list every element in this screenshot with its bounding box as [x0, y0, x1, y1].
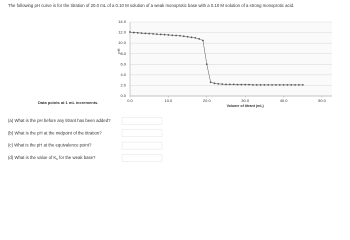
y-tick-label: 6.0: [120, 61, 126, 66]
x-tick-label: 50.0: [318, 98, 327, 103]
question: (b) What is the pH at the midpoint of th…: [8, 130, 102, 135]
data-point: [186, 35, 189, 38]
y-tick-label: 0.0: [120, 93, 126, 98]
data-point: [171, 34, 174, 37]
data-point: [271, 84, 273, 86]
x-tick-label: 20.0: [203, 98, 212, 103]
answer-input[interactable]: [121, 141, 163, 150]
y-tick-label: 10.0: [118, 40, 127, 45]
data-point: [267, 84, 270, 86]
data-point: [159, 33, 162, 36]
plot-area: [130, 22, 332, 96]
data-point: [144, 32, 147, 35]
y-tick-label: 8.0: [120, 51, 126, 56]
chart: 0.0 2.0 4.0 6.0 8.0 10.0 12.0 14.0 0.0 10.0 20.0 30…: [116, 19, 332, 108]
subscript: b: [56, 157, 58, 161]
y-tick-label: 4.0: [120, 72, 126, 77]
data-point: [259, 84, 262, 86]
question: (d) What is the value of Kb for the weak…: [8, 155, 96, 161]
y-tick-label: 14.0: [118, 19, 127, 24]
data-point: [140, 32, 143, 34]
titration-curve: [129, 31, 303, 86]
question: (c) What is the pH at the equivalence po…: [8, 143, 92, 148]
data-point: [175, 34, 177, 37]
data-point: [236, 83, 239, 86]
data-point: [182, 35, 185, 38]
data-point: [278, 84, 281, 86]
question: (a) What is the pH before any titrant ha…: [8, 118, 111, 123]
data-point: [217, 82, 220, 85]
data-point: [155, 33, 158, 36]
data-point: [148, 32, 151, 35]
data-point: [194, 36, 197, 39]
page: {"intro": "The following pH curve is for…: [8, 3, 332, 162]
data-point: [202, 39, 204, 42]
data-point: [251, 84, 254, 86]
data-point: [163, 33, 166, 36]
x-tick-label: 30.0: [241, 98, 250, 103]
answer-input[interactable]: [121, 154, 163, 162]
data-point: [286, 84, 289, 86]
question-text: (b) What is the pH at the midpoint of th…: [8, 130, 102, 135]
question-text: (d) What is the value of K: [8, 155, 56, 160]
data-note: Data points at 1 mL increments.: [38, 100, 98, 105]
data-point: [179, 34, 181, 37]
data-point: [298, 84, 300, 86]
data-point: [248, 83, 250, 86]
answer-input[interactable]: [121, 117, 163, 125]
x-axis-label: Volume of titrant (mL): [227, 104, 265, 108]
data-point: [228, 83, 231, 86]
data-point: [198, 38, 201, 40]
y-tick-label: 12.0: [118, 30, 127, 35]
questions: (a) What is the pH before any titrant ha…: [8, 117, 163, 162]
x-tick-label: 40.0: [280, 98, 289, 103]
question-text: (a) What is the pH before any titrant ha…: [8, 118, 111, 123]
data-point: [152, 32, 154, 35]
y-tick-label: 2.0: [120, 82, 126, 87]
data-point: [132, 31, 135, 34]
x-tick-label: 0.0: [127, 98, 133, 103]
data-point: [263, 84, 266, 86]
question-tail: for the weak base?: [58, 155, 96, 160]
data-point: [275, 84, 277, 86]
data-point: [221, 83, 224, 86]
data-point: [290, 84, 293, 86]
data-point: [294, 84, 297, 86]
data-point: [255, 84, 258, 86]
screenshot: The following pH curve is for the titrat…: [8, 3, 332, 162]
answer-input[interactable]: [121, 129, 163, 138]
data-point: [205, 63, 208, 66]
data-point: [301, 84, 304, 86]
data-point: [213, 82, 216, 85]
data-point: [282, 84, 285, 86]
data-point: [190, 36, 193, 39]
data-point: [167, 34, 170, 36]
intro-text: The following pH curve is for the titrat…: [8, 3, 294, 8]
data-point: [244, 83, 247, 86]
data-point: [240, 83, 243, 86]
x-tick-label: 10.0: [165, 98, 174, 103]
data-point: [232, 83, 235, 86]
data-point: [136, 31, 139, 34]
y-axis-label: pH: [116, 48, 121, 53]
data-point: [209, 81, 212, 84]
data-point: [129, 31, 131, 33]
data-point: [225, 83, 227, 86]
question-text: (c) What is the pH at the equivalence po…: [8, 143, 92, 148]
